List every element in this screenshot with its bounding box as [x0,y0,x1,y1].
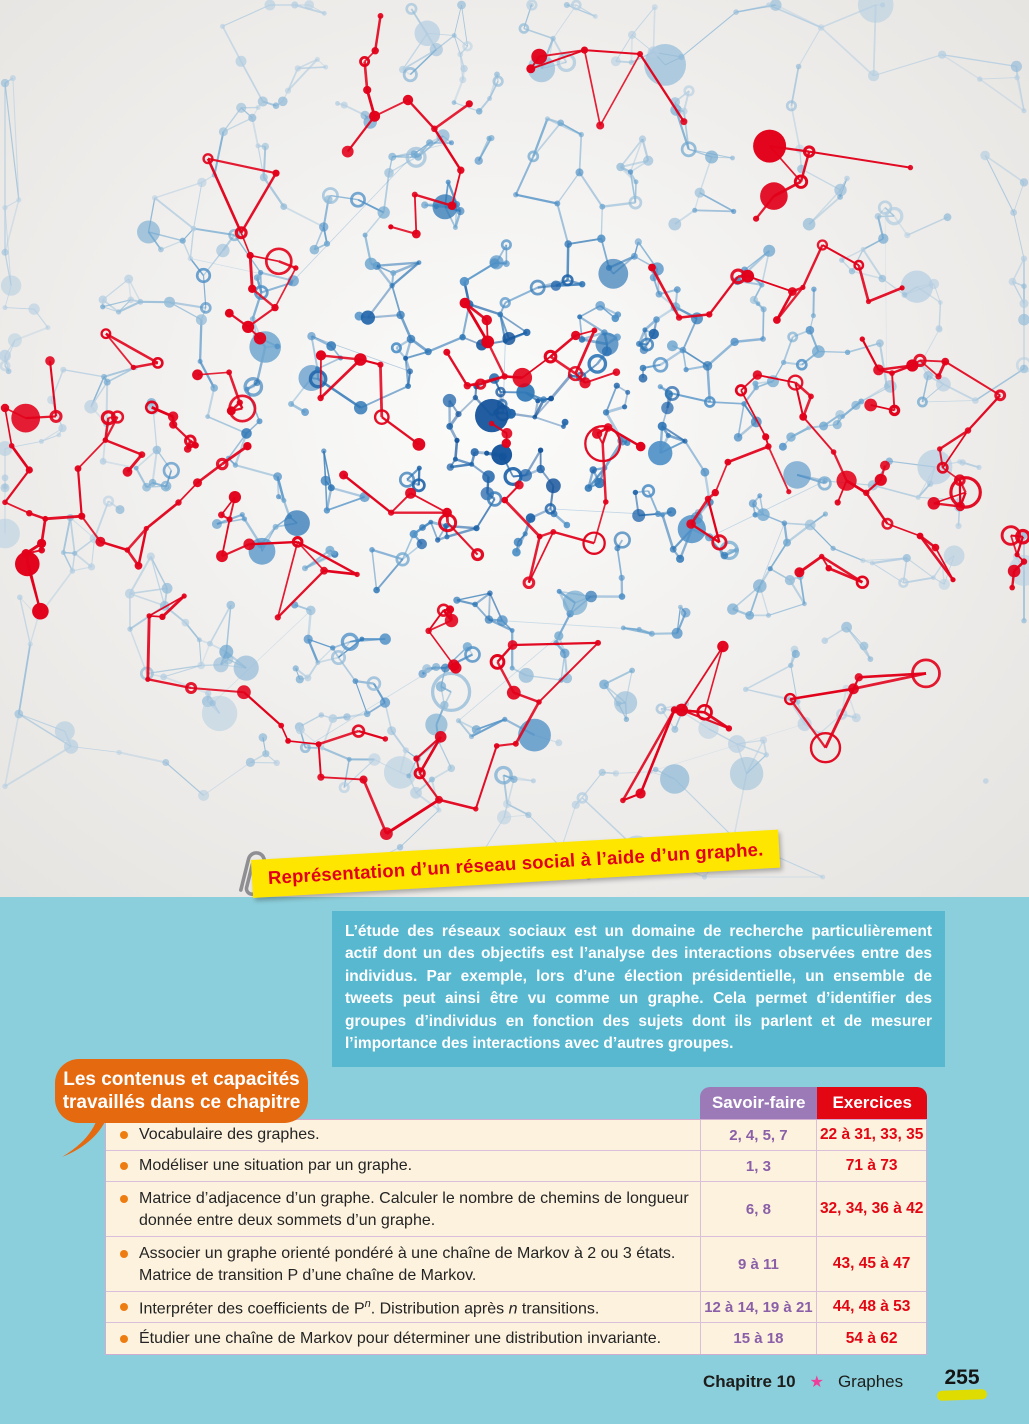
row-savoir-faire: 9 à 11 [699,1237,817,1291]
bullet-icon [120,1162,128,1170]
page-number-highlight [936,1389,988,1401]
bullet-icon [120,1195,128,1203]
bullet-icon [120,1303,128,1311]
row-content: Associer un graphe orienté pondéré à une… [106,1237,700,1291]
table-row: Étudier une chaîne de Markov pour déterm… [106,1323,926,1354]
intro-text: L’étude des réseaux sociaux est un domai… [345,923,932,1053]
bubble-line-2: travaillés dans ce chapitre [62,1092,301,1113]
bullet-icon [120,1131,128,1139]
chapter-label: Chapitre 10 [703,1372,796,1391]
row-exercices: 32, 34, 36 à 42 [816,1182,926,1236]
row-content-text: Interpréter des coefficients de Pn. Dist… [139,1298,600,1318]
row-exercices: 54 à 62 [816,1323,926,1354]
row-content-text: Vocabulaire des graphes. [139,1126,320,1144]
row-savoir-faire: 12 à 14, 19 à 21 [699,1292,817,1322]
table-body: Vocabulaire des graphes. 2, 4, 5, 7 22 à 3… [105,1119,927,1355]
row-content-text: Étudier une chaîne de Markov pour déterm… [139,1329,662,1347]
row-content: Étudier une chaîne de Markov pour déterm… [106,1323,700,1354]
row-content: Vocabulaire des graphes. [106,1120,700,1150]
intro-text-box: L’étude des réseaux sociaux est un domai… [332,911,945,1068]
row-savoir-faire: 1, 3 [699,1151,817,1181]
footer: Chapitre 10 ★ Graphes [703,1372,903,1392]
bubble-tail [62,1116,107,1157]
row-content-text: Modéliser une situation par un graphe. [139,1157,413,1175]
row-exercices: 44, 48 à 53 [816,1292,926,1322]
row-savoir-faire: 15 à 18 [699,1323,817,1354]
row-exercices: 71 à 73 [816,1151,926,1181]
table-header-exercices: Exercices [817,1087,927,1119]
star-icon: ★ [809,1374,824,1391]
chapter-name: Graphes [837,1372,904,1391]
table-header-savoir-faire: Savoir-faire [700,1087,818,1119]
table-row: Vocabulaire des graphes. 2, 4, 5, 7 22 à 3… [106,1120,926,1151]
table-row: Matrice d’adjacence d’un graphe. Calcule… [106,1182,926,1237]
row-content: Interpréter des coefficients de Pn. Dist… [106,1292,700,1322]
bullet-icon [120,1250,128,1258]
table-row: Interpréter des coefficients de Pn. Dist… [106,1292,926,1323]
row-savoir-faire: 2, 4, 5, 7 [699,1120,817,1150]
table-header-row: Savoir-faire Exercices [700,1087,927,1119]
row-exercices: 43, 45 à 47 [816,1237,926,1291]
row-content: Matrice d’adjacence d’un graphe. Calcule… [106,1182,700,1236]
network-graph-figure [0,0,1029,897]
bullet-icon [120,1334,128,1343]
page-number: 255 [934,1366,990,1402]
row-savoir-faire: 6, 8 [699,1182,817,1236]
table-row: Associer un graphe orienté pondéré à une… [106,1237,926,1292]
contents-table: Savoir-faire Exercices Vocabulaire des g… [105,1087,927,1355]
page-number-value: 255 [944,1366,980,1389]
bubble-line-1: Les contenus et capacités [63,1069,300,1090]
row-content-text: Matrice d’adjacence d’un graphe. Calcule… [139,1190,689,1229]
row-content: Modéliser une situation par un graphe. [106,1151,700,1181]
chapter-contents-bubble: Les contenus et capacités travaillés dan… [55,1059,308,1123]
row-content-text: Associer un graphe orienté pondéré à une… [139,1245,676,1284]
table-row: Modéliser une situation par un graphe. 1,… [106,1151,926,1182]
row-exercices: 22 à 31, 33, 35 [816,1120,926,1150]
